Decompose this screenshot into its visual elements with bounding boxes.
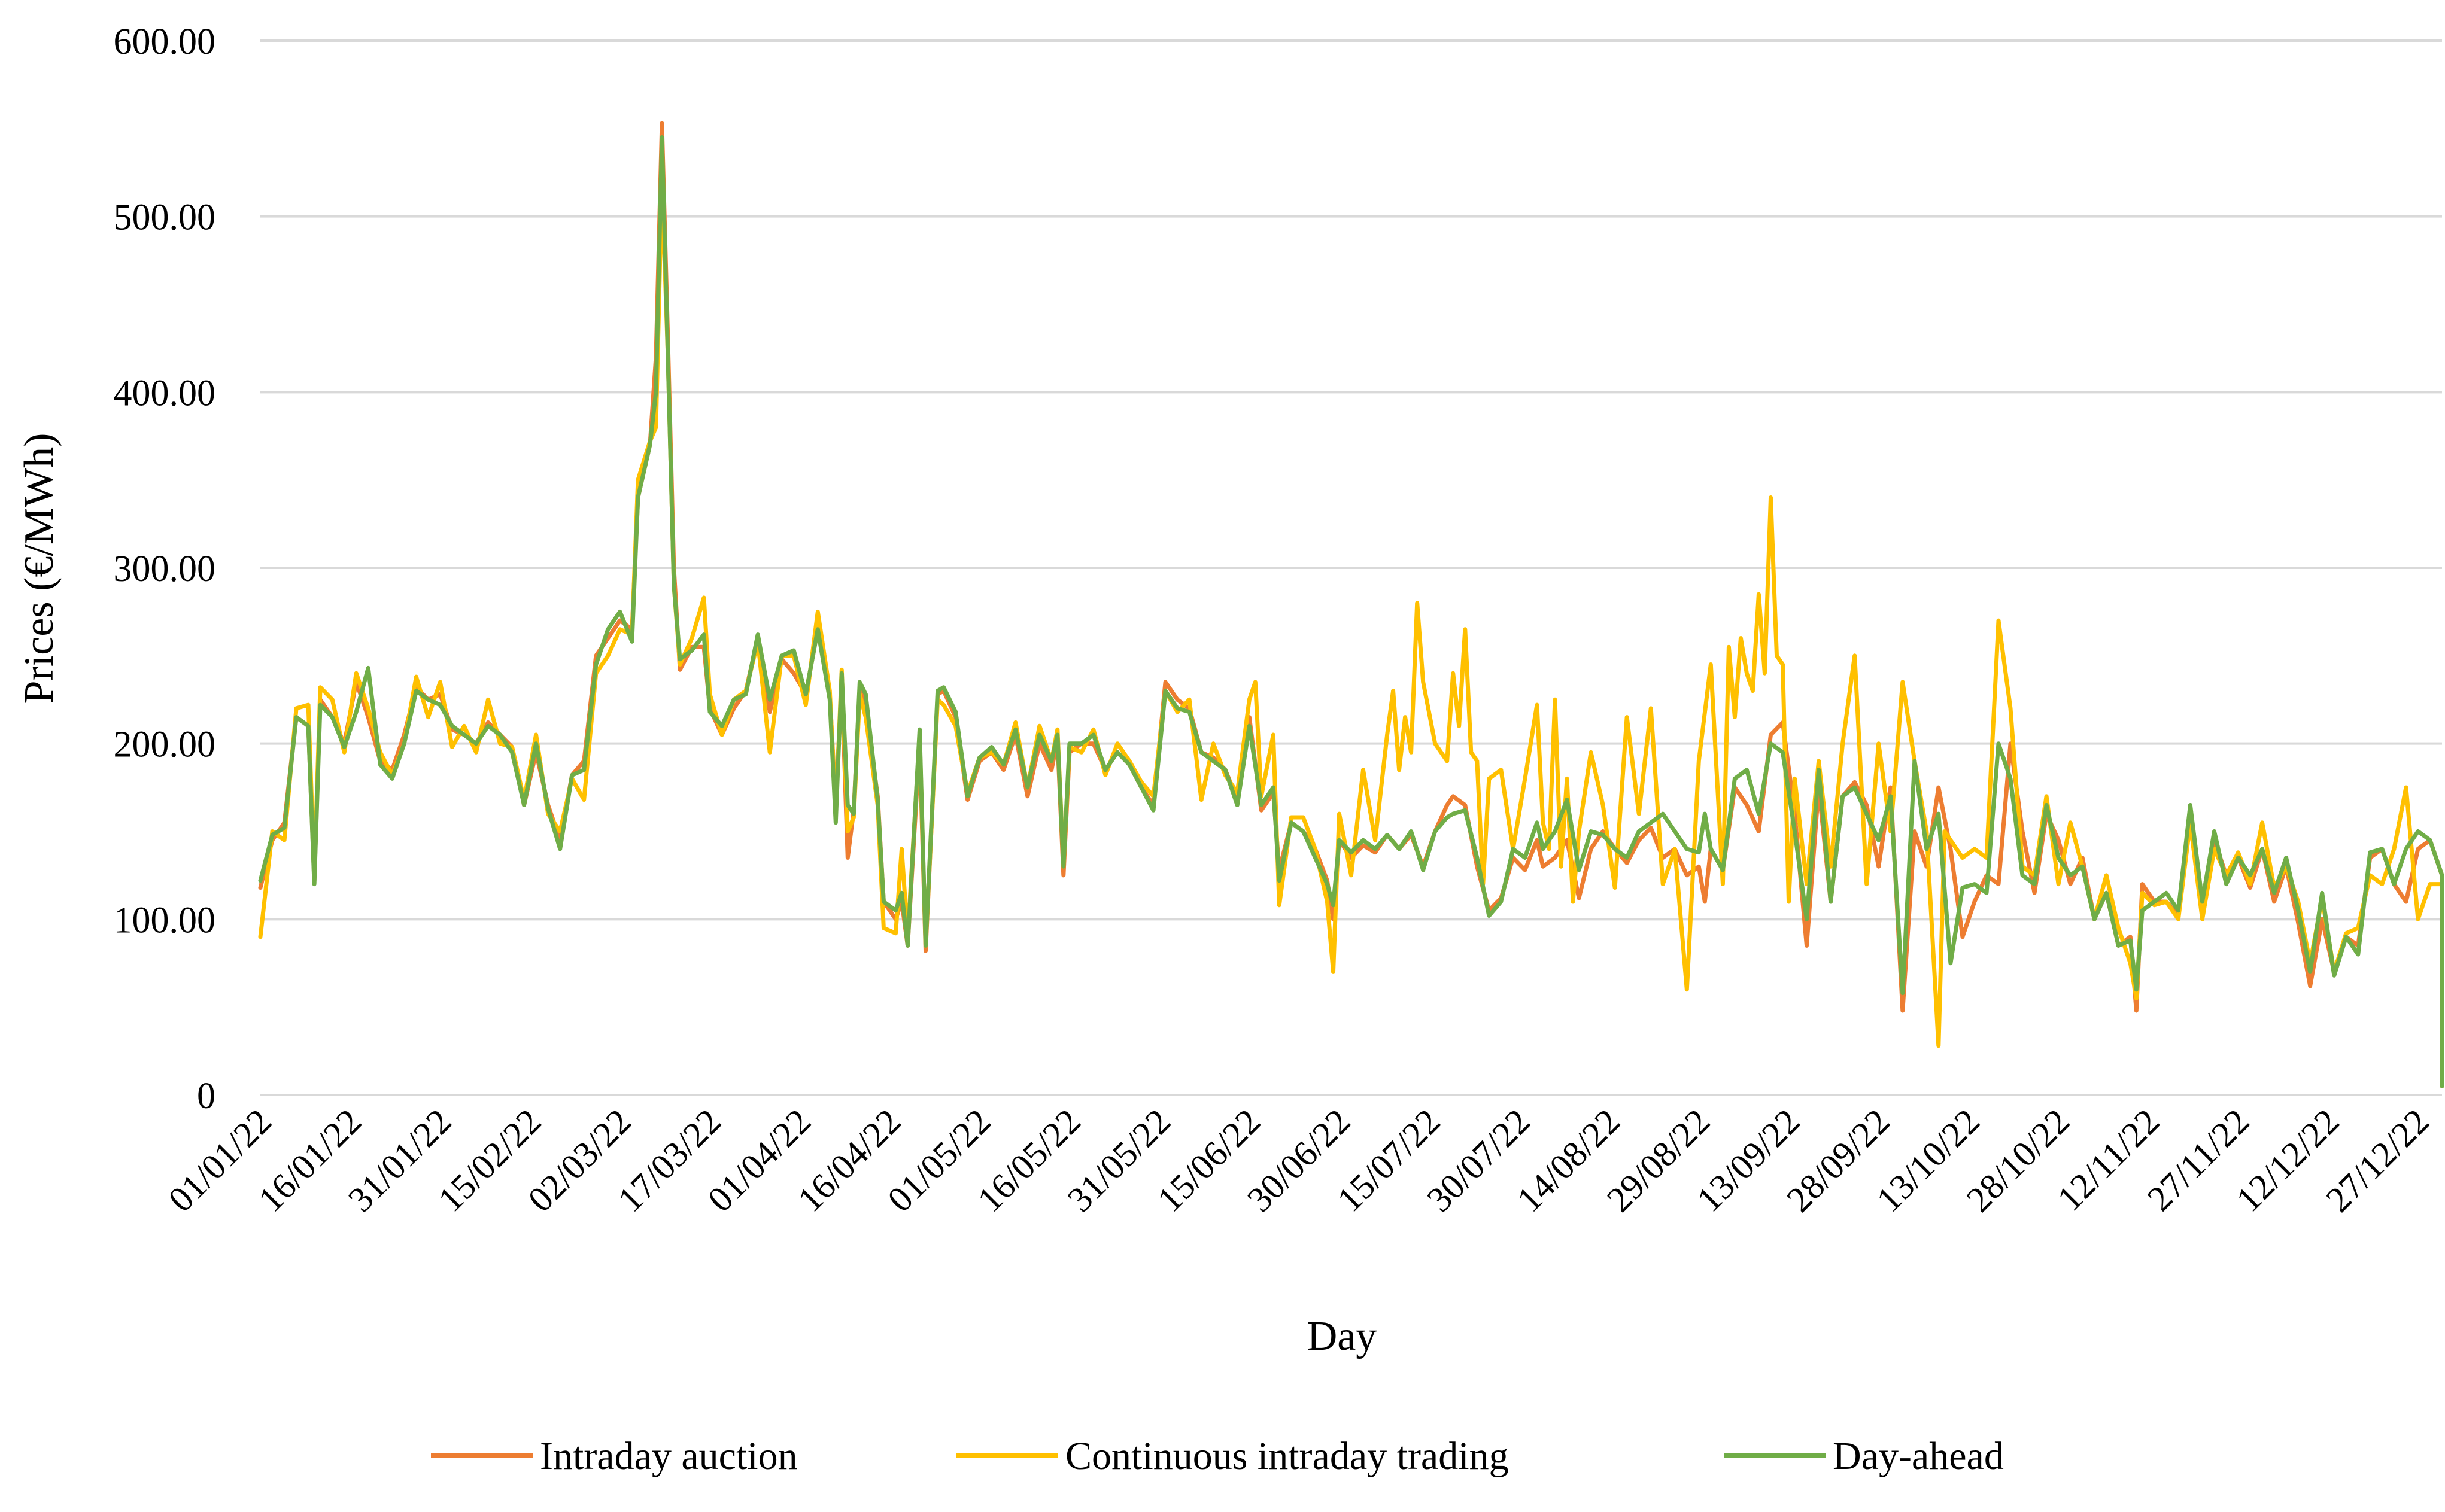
legend-label: Intraday auction <box>540 1434 798 1478</box>
series-lines <box>258 121 2444 1088</box>
x-axis-title: Day <box>1307 1313 1377 1359</box>
y-tick-label: 0 <box>197 1076 215 1116</box>
y-tick-label: 500.00 <box>114 197 216 238</box>
y-tick-label: 200.00 <box>114 725 216 765</box>
x-axis-ticks: 01/01/2216/01/2231/01/2215/02/2202/03/22… <box>161 1102 2437 1220</box>
y-axis-title: Prices (€/MWh) <box>16 433 62 704</box>
y-tick-label: 600.00 <box>114 22 216 62</box>
y-tick-label: 400.00 <box>114 373 216 413</box>
y-axis-ticks: 0 100.00 200.00 300.00 400.00 500.00 600.00 <box>114 22 216 1116</box>
series-line-intraday-auction <box>258 121 2444 1088</box>
legend: Intraday auction Continuous intraday trad… <box>431 1434 2004 1478</box>
y-tick-label: 100.00 <box>114 900 216 941</box>
series-line-continuous-intraday-trading <box>258 179 2444 1088</box>
series-line-day-ahead <box>258 135 2444 1088</box>
gridlines <box>260 39 2442 1096</box>
legend-label: Day-ahead <box>1833 1434 2004 1478</box>
legend-label: Continuous intraday trading <box>1065 1434 1509 1478</box>
y-tick-label: 300.00 <box>114 549 216 589</box>
